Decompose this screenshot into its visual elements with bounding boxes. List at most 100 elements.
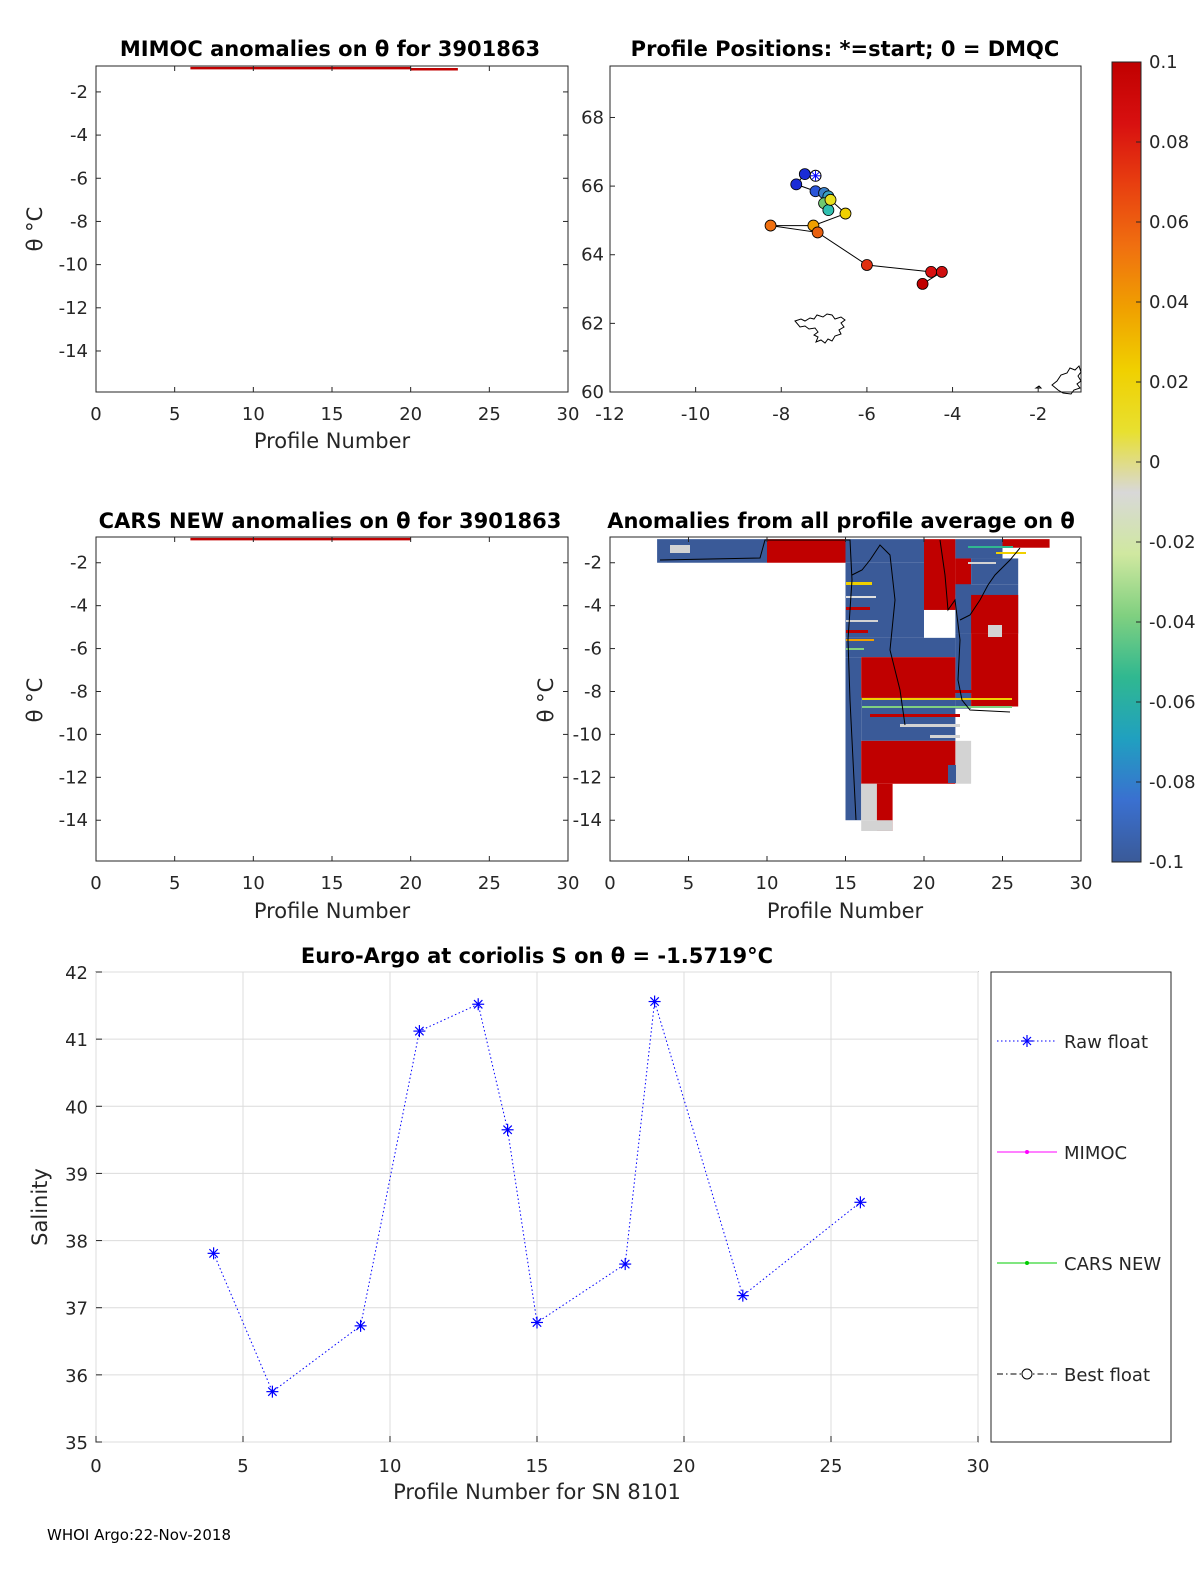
- positions-ytick-label: 62: [581, 313, 604, 334]
- colorbar-tick-label: 0.02: [1149, 372, 1189, 393]
- salinity-ylabel: Salinity: [28, 1168, 52, 1246]
- cars-xtick-label: 5: [169, 873, 180, 894]
- anom-cell: [845, 539, 924, 563]
- cars-xtick-label: 15: [321, 873, 344, 894]
- panel-anomalies: 0 5 10 15 20 25 30 -2 -4 -6 -8 -10 -12 -14 Anomalies …: [534, 509, 1092, 923]
- positions-point: [798, 168, 811, 180]
- mimoc-ytick-label: -10: [59, 255, 88, 276]
- legend-best-circle: [1021, 1368, 1033, 1380]
- legend-best-float: Best float: [997, 1365, 1150, 1386]
- anom-contour-line: [659, 539, 1021, 821]
- raw-float-asterisk-stroke: [355, 1321, 366, 1331]
- anom-xtick-label: 20: [913, 873, 936, 894]
- anom-cell: [845, 562, 924, 638]
- salinity-marks: [207, 995, 867, 1398]
- mimoc-ytick-label: -2: [70, 82, 88, 103]
- positions-point: [839, 207, 852, 220]
- positions-xtick-label: -12: [595, 404, 624, 425]
- anom-ytick-label: -2: [584, 553, 602, 574]
- anom-ytick-label: -14: [573, 810, 602, 831]
- raw-float-point: [266, 1385, 279, 1398]
- anom-xtick-label: 25: [991, 873, 1014, 894]
- anom-cell: [767, 539, 846, 563]
- salinity-xlabel: Profile Number for SN 8101: [393, 1480, 681, 1504]
- cars-ytick-label: -2: [70, 553, 88, 574]
- cars-ytick-label: -8: [70, 681, 88, 702]
- raw-float-point: [619, 1258, 632, 1271]
- salinity-xtick-label: 30: [967, 1456, 990, 1477]
- anom-cell: [876, 783, 893, 831]
- anom-cell: [1002, 539, 1050, 548]
- positions-xtick-label: -4: [944, 404, 962, 425]
- cars-xlabel: Profile Number: [254, 899, 411, 923]
- raw-float-point: [413, 1025, 426, 1038]
- salinity-title: Euro-Argo at coriolis S on θ = -1.5719°C: [301, 944, 773, 968]
- anom-ticks: 0 5 10 15 20 25 30 -2 -4 -6 -8 -10 -12 -14: [573, 537, 1092, 894]
- raw-float-asterisk-stroke: [502, 1125, 513, 1135]
- anom-cell: [955, 539, 1003, 559]
- positions-start-asterisk: [811, 171, 820, 180]
- anom-ytick-label: -8: [584, 681, 602, 702]
- footer-credit: WHOI Argo:22-Nov-2018: [47, 1526, 231, 1544]
- cars-axes-box: [95, 536, 569, 862]
- mimoc-xtick-label: 15: [321, 404, 344, 425]
- legend-cars-label: CARS NEW: [1064, 1254, 1161, 1275]
- salinity-xtick-label: 5: [237, 1456, 248, 1477]
- mimoc-xtick-label: 5: [169, 404, 180, 425]
- mimoc-xtick-label: 20: [399, 404, 422, 425]
- cars-ytick-label: -12: [59, 767, 88, 788]
- panel-cars: 0 5 10 15 20 25 30 -2 -4 -6 -8 -10 -12 -14 CARS NEW a…: [23, 509, 579, 923]
- anom-fine-structure: [670, 545, 1026, 783]
- salinity-xtick-label: 0: [90, 1456, 101, 1477]
- raw-float-asterisk-stroke: [208, 1248, 219, 1258]
- legend-mimoc: MIMOC: [997, 1143, 1127, 1164]
- anom-ytick-label: -10: [573, 724, 602, 745]
- anom-xtick-label: 15: [834, 873, 857, 894]
- mimoc-ytick-label: -12: [59, 298, 88, 319]
- anom-cell: [861, 740, 956, 784]
- raw-float-point: [207, 1247, 220, 1260]
- cars-xtick-label: 25: [478, 873, 501, 894]
- salinity-ytick-label: 40: [65, 1097, 88, 1118]
- anom-cell: [861, 783, 877, 821]
- positions-point: [764, 219, 777, 232]
- colorbar-tick-label: -0.08: [1149, 772, 1196, 793]
- colorbar: 0.1 0.08 0.06 0.04 0.02 0 -0.02 -0.04 -0.06 -0.08…: [1111, 52, 1196, 873]
- mimoc-ytick-label: -8: [70, 211, 88, 232]
- raw-float-point: [472, 998, 485, 1011]
- salinity-xtick-label: 25: [820, 1456, 843, 1477]
- cars-ytick-label: -10: [59, 724, 88, 745]
- anom-cell: [845, 657, 862, 821]
- cars-ylabel: θ °C: [23, 678, 47, 723]
- anom-ytick-label: -4: [584, 596, 602, 617]
- salinity-ticks: 0 5 10 15 20 25 30 35 36 37 38 39 40 41 42: [65, 963, 989, 1477]
- colorbar-tick-label: 0.1: [1149, 52, 1178, 73]
- panel-salinity: 0 5 10 15 20 25 30 35 36 37 38 39 40 41 42 Euro-Argo a…: [28, 944, 989, 1504]
- anom-cell: [955, 740, 972, 784]
- cars-ytick-label: -6: [70, 639, 88, 660]
- positions-point: [925, 265, 938, 278]
- cars-xtick-label: 0: [90, 873, 101, 894]
- positions-title: Profile Positions: *=start; 0 = DMQC: [631, 37, 1060, 61]
- raw-float-asterisk-stroke: [473, 999, 483, 1009]
- positions-ytick-label: 60: [581, 382, 604, 403]
- legend: Raw float MIMOC CARS NEW Best float: [990, 971, 1172, 1443]
- salinity-xtick-label: 20: [673, 1456, 696, 1477]
- legend-raw-asterisk: [1021, 1035, 1033, 1047]
- raw-float-point: [354, 1319, 367, 1332]
- mimoc-title: MIMOC anomalies on θ for 3901863: [120, 37, 540, 61]
- raw-float-point: [736, 1289, 749, 1302]
- cars-title: CARS NEW anomalies on θ for 3901863: [99, 509, 562, 533]
- mimoc-axes-box: [95, 65, 569, 393]
- positions-point: [811, 226, 824, 239]
- anom-xtick-label: 10: [756, 873, 779, 894]
- mimoc-ylabel: θ °C: [23, 207, 47, 252]
- colorbar-tick-label: -0.02: [1149, 532, 1196, 553]
- raw-float-asterisk-stroke: [620, 1259, 630, 1269]
- positions-xtick-label: -8: [772, 404, 790, 425]
- raw-float-point: [501, 1123, 514, 1136]
- coastline-faroe: [794, 313, 846, 344]
- cars-xtick-label: 10: [242, 873, 265, 894]
- positions-xtick-label: -2: [1029, 404, 1047, 425]
